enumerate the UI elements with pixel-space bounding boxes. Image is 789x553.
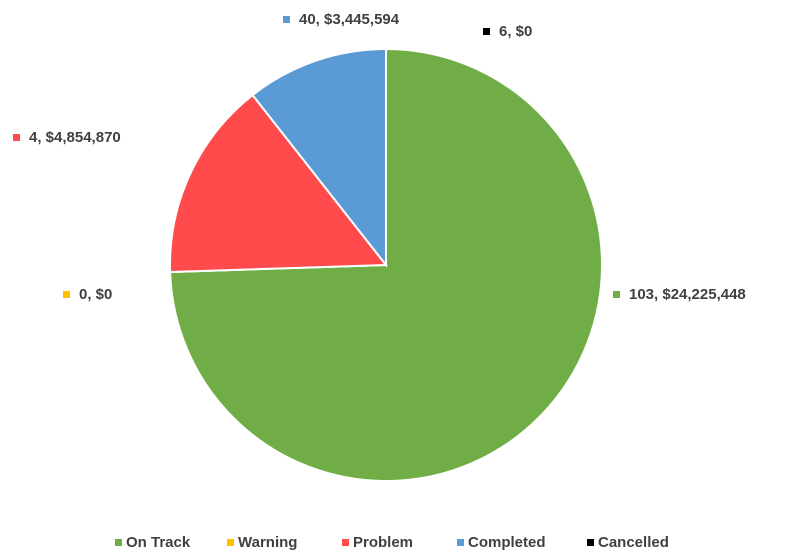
legend-marker: [457, 539, 464, 546]
label-marker: [13, 134, 20, 141]
legend-marker: [587, 539, 594, 546]
legend-label: Cancelled: [598, 534, 669, 551]
label-marker: [283, 16, 290, 23]
label-marker: [613, 291, 620, 298]
legend-label: Completed: [468, 534, 546, 551]
legend-marker: [115, 539, 122, 546]
data-label: 103, $24,225,448: [629, 286, 746, 303]
legend-label: Warning: [238, 534, 297, 551]
pie-slice: [251, 47, 387, 268]
legend-marker: [227, 539, 234, 546]
legend-label: On Track: [126, 534, 191, 551]
legend-marker: [342, 539, 349, 546]
label-marker: [63, 291, 70, 298]
data-label: 4, $4,854,870: [29, 129, 121, 146]
label-marker: [483, 28, 490, 35]
legend-label: Problem: [353, 534, 413, 551]
data-label: 6, $0: [499, 23, 532, 40]
data-label: 40, $3,445,594: [299, 11, 400, 28]
pie-slice: [169, 93, 389, 274]
data-label: 0, $0: [79, 286, 112, 303]
